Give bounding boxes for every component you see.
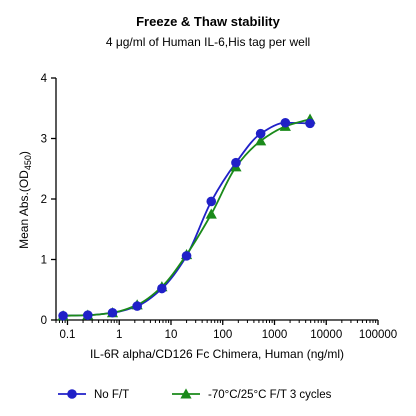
- axes: [55, 78, 378, 321]
- x-tick-label: 10000: [310, 329, 342, 341]
- y-tick-label: 1: [41, 255, 47, 267]
- legend-triangle-marker: [180, 388, 192, 399]
- data-point-triangle: [255, 135, 267, 146]
- data-point-triangle: [205, 208, 217, 219]
- legend-label: -70°C/25°C F/T 3 cycles: [208, 389, 332, 401]
- chart-subtitle: 4 μg/ml of Human IL-6,His tag per well: [106, 35, 310, 49]
- x-axis-title: IL-6R alpha/CD126 Fc Chimera, Human (ng/…: [90, 347, 344, 361]
- y-tick-label: 2: [41, 194, 47, 206]
- x-ticks: 0.1 1 10 100 1000 10000 100000: [55, 320, 397, 341]
- y-axis-title-main: Mean Abs.(OD: [17, 170, 31, 249]
- y-tick-label: 4: [41, 73, 48, 85]
- data-point-circle: [181, 251, 192, 261]
- x-tick-label: 1: [116, 329, 122, 341]
- y-axis-title: Mean Abs.(OD450): [17, 151, 33, 249]
- data-points: [57, 113, 316, 321]
- fit-curve-series-0: [63, 121, 311, 317]
- data-point-circle: [305, 118, 315, 129]
- data-point-circle: [132, 301, 142, 311]
- x-tick-label: 1000: [262, 329, 288, 341]
- y-axis-title-subscript: 450: [23, 155, 33, 170]
- x-tick-label: 100: [213, 329, 232, 341]
- y-ticks: 0 1 2 3 4: [41, 73, 56, 327]
- data-point-circle: [58, 310, 68, 321]
- data-point-circle: [280, 117, 291, 128]
- x-tick-label: 0.1: [59, 329, 75, 341]
- data-point-circle: [83, 310, 93, 320]
- y-tick-label: 3: [41, 134, 47, 146]
- data-point-circle: [157, 283, 167, 294]
- fit-curves: [63, 118, 311, 317]
- legend-circle-marker: [67, 389, 77, 399]
- chart-title: Freeze & Thaw stability: [136, 14, 281, 29]
- x-tick-label: 10: [165, 329, 178, 341]
- x-tick-label: 100000: [359, 329, 397, 341]
- data-point-circle: [206, 196, 217, 207]
- legend-label: No F/T: [94, 389, 129, 401]
- legend: No F/T -70°C/25°C F/T 3 cycles: [58, 388, 332, 401]
- data-point-circle: [255, 128, 266, 139]
- fit-curve-series-1: [63, 118, 311, 317]
- data-point-circle: [107, 307, 118, 318]
- y-tick-label: 0: [41, 315, 47, 327]
- data-point-circle: [231, 157, 241, 168]
- y-axis-title-end: ): [17, 151, 31, 155]
